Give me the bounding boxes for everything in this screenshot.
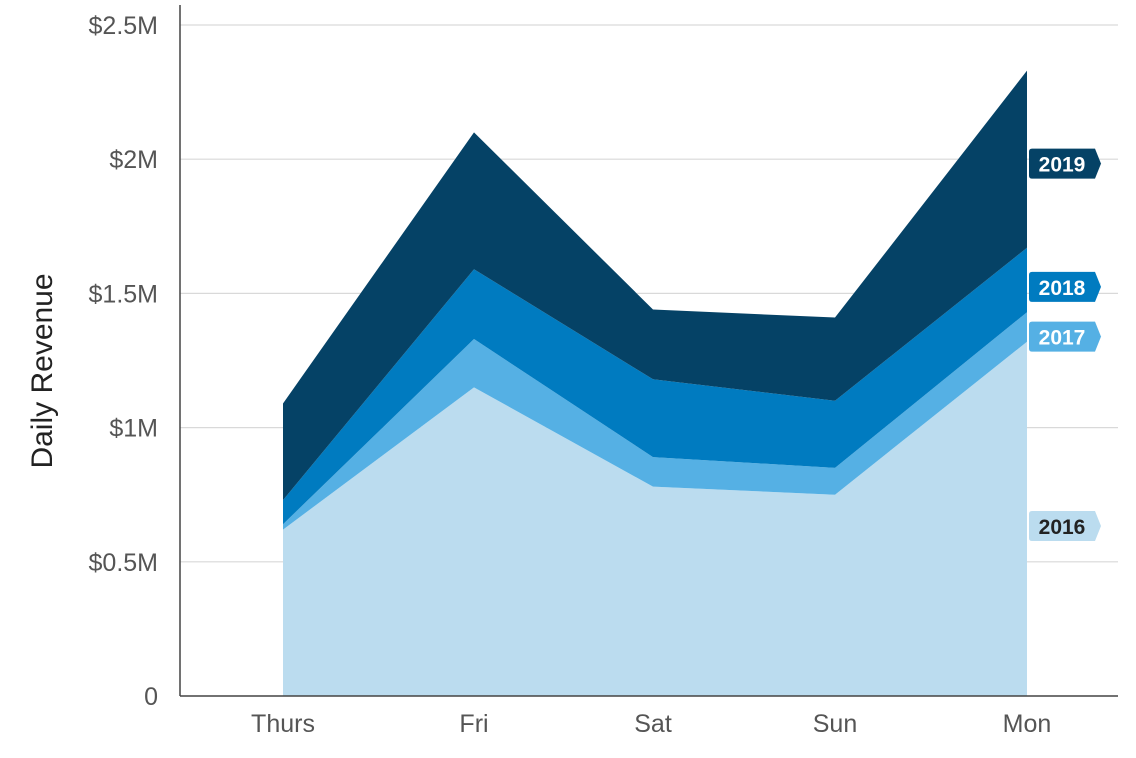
series-areas — [283, 70, 1027, 696]
y-tick-labels: 0 $0.5M $1M $1.5M $2M $2.5M — [89, 12, 158, 711]
y-tick-label: $2.5M — [89, 12, 158, 40]
area-series-2018 — [283, 247, 1027, 525]
series-label-2019: 2019 — [1029, 148, 1101, 179]
series-label-2017: 2017 — [1029, 321, 1101, 352]
x-tick-label: Sun — [813, 710, 857, 738]
axes — [179, 5, 1118, 697]
series-label-2018: 2018 — [1029, 271, 1101, 302]
series-label-text: 2019 — [1039, 154, 1086, 177]
x-tick-label: Sat — [634, 710, 672, 738]
y-axis-title: Daily Revenue — [26, 273, 59, 468]
x-tick-labels: Thurs Fri Sat Sun Mon — [251, 710, 1051, 738]
x-tick-label: Fri — [459, 710, 488, 738]
series-label-tag — [1029, 271, 1101, 302]
series-label-2016: 2016 — [1029, 510, 1101, 541]
series-label-tag — [1029, 148, 1101, 179]
area-series-2016 — [283, 341, 1027, 696]
y-tick-label: $2M — [109, 146, 158, 174]
area-series-2017 — [283, 312, 1027, 530]
y-tick-label: $0.5M — [89, 549, 158, 577]
x-tick-label: Mon — [1003, 710, 1052, 738]
y-tick-label: $1.5M — [89, 280, 158, 308]
series-label-text: 2018 — [1039, 277, 1086, 300]
series-labels: 2016 2017 2018 2019 — [1029, 148, 1101, 541]
y-tick-label: 0 — [144, 683, 158, 711]
series-label-text: 2017 — [1039, 327, 1086, 350]
series-label-tag — [1029, 510, 1101, 541]
series-label-text: 2016 — [1039, 516, 1086, 539]
series-label-tag — [1029, 321, 1101, 352]
x-tick-label: Thurs — [251, 710, 315, 738]
y-tick-label: $1M — [109, 415, 158, 443]
area-series-2019 — [283, 70, 1027, 501]
